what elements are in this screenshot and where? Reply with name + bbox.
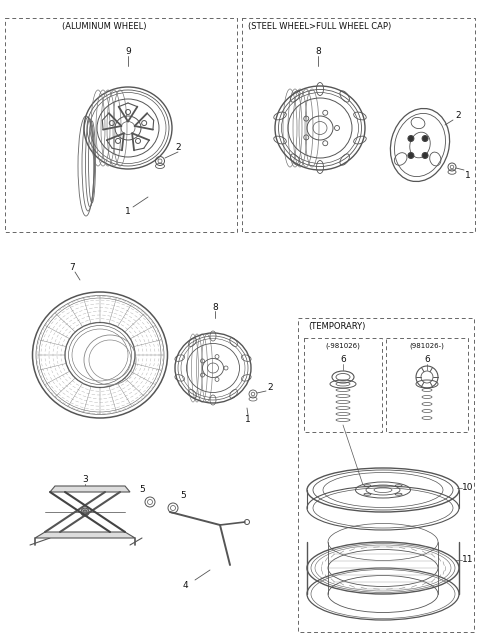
Text: 3: 3: [82, 475, 88, 484]
Polygon shape: [35, 532, 135, 538]
Text: 1: 1: [125, 208, 131, 217]
Circle shape: [422, 135, 428, 141]
Text: (981026-): (981026-): [409, 343, 444, 350]
Polygon shape: [50, 486, 130, 492]
Text: 5: 5: [139, 486, 145, 495]
Circle shape: [408, 153, 414, 158]
Text: 6: 6: [424, 355, 430, 364]
Text: 2: 2: [455, 111, 461, 121]
Text: 6: 6: [340, 355, 346, 364]
Text: 8: 8: [315, 47, 321, 56]
Text: 11: 11: [462, 555, 474, 564]
Text: (-981026): (-981026): [325, 343, 360, 350]
Text: 10: 10: [462, 484, 474, 493]
Text: 1: 1: [245, 415, 251, 424]
Text: (TEMPORARY): (TEMPORARY): [308, 323, 365, 332]
Circle shape: [408, 135, 414, 141]
Text: (STEEL WHEEL>FULL WHEEL CAP): (STEEL WHEEL>FULL WHEEL CAP): [248, 22, 391, 31]
Text: 1: 1: [465, 171, 471, 180]
Text: 2: 2: [175, 144, 181, 153]
Text: 9: 9: [125, 47, 131, 56]
Text: 7: 7: [69, 263, 75, 272]
Text: (ALUMINUM WHEEL): (ALUMINUM WHEEL): [62, 22, 146, 31]
Text: 4: 4: [182, 580, 188, 590]
Circle shape: [83, 510, 87, 514]
Circle shape: [422, 153, 428, 158]
Circle shape: [81, 508, 89, 516]
Text: 5: 5: [180, 491, 186, 500]
Text: 8: 8: [212, 302, 218, 311]
Text: 2: 2: [267, 383, 273, 392]
